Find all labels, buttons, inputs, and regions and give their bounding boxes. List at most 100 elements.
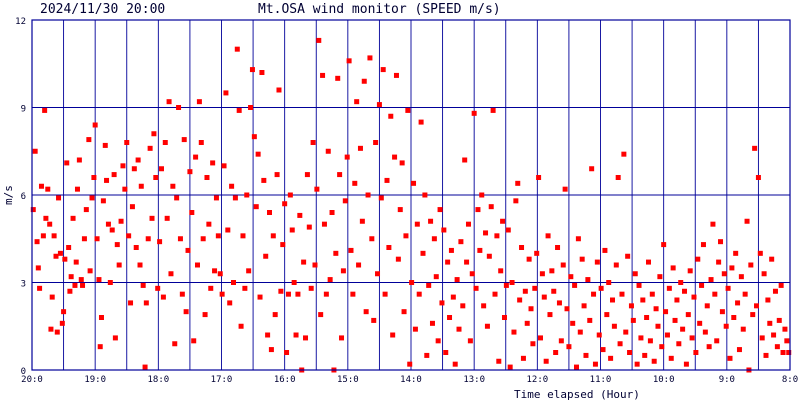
data-point bbox=[202, 312, 208, 318]
timestamp-label: 2024/11/30 20:00 bbox=[40, 2, 165, 17]
data-point bbox=[143, 300, 149, 306]
data-point bbox=[206, 221, 212, 227]
data-point bbox=[420, 250, 426, 256]
data-point bbox=[537, 335, 543, 341]
data-point bbox=[481, 303, 487, 309]
data-point bbox=[547, 312, 553, 318]
data-point bbox=[259, 70, 265, 75]
data-point bbox=[66, 245, 72, 250]
y-tick-label: 0 bbox=[21, 367, 26, 377]
data-point bbox=[659, 344, 665, 350]
data-point bbox=[568, 274, 574, 280]
data-point bbox=[555, 245, 561, 250]
data-point bbox=[424, 352, 430, 358]
data-point bbox=[149, 215, 155, 221]
data-point bbox=[736, 347, 742, 353]
data-point bbox=[477, 247, 483, 253]
data-point bbox=[778, 282, 784, 288]
data-point bbox=[329, 210, 335, 215]
data-point bbox=[373, 140, 379, 145]
data-point bbox=[520, 355, 526, 361]
x-tick-label: 19:0 bbox=[84, 375, 106, 385]
data-point bbox=[611, 323, 617, 329]
data-point bbox=[268, 347, 274, 353]
data-point bbox=[710, 221, 716, 227]
data-point bbox=[280, 242, 286, 248]
data-point bbox=[672, 317, 678, 323]
data-point bbox=[145, 236, 151, 242]
data-point bbox=[437, 207, 443, 213]
data-point bbox=[716, 259, 722, 265]
data-point bbox=[399, 160, 405, 166]
data-point bbox=[81, 236, 87, 242]
data-point bbox=[411, 180, 417, 186]
data-point bbox=[316, 37, 322, 43]
data-point bbox=[566, 344, 572, 350]
data-point bbox=[56, 195, 62, 201]
data-point bbox=[719, 309, 725, 315]
data-point bbox=[539, 271, 545, 277]
x-tick-label: 15:0 bbox=[337, 375, 359, 385]
data-point bbox=[664, 332, 670, 338]
data-point bbox=[390, 332, 396, 338]
data-point bbox=[632, 271, 638, 277]
data-point bbox=[111, 172, 117, 178]
data-point bbox=[543, 358, 549, 364]
data-point bbox=[729, 265, 735, 271]
y-tick-label: 9 bbox=[21, 105, 26, 115]
data-point bbox=[219, 291, 225, 297]
data-point bbox=[782, 326, 788, 332]
data-point bbox=[498, 268, 504, 274]
data-point bbox=[380, 67, 386, 73]
data-point bbox=[395, 256, 401, 262]
data-point bbox=[714, 338, 720, 344]
data-point bbox=[541, 294, 547, 300]
data-point bbox=[740, 326, 746, 332]
data-point bbox=[356, 262, 362, 268]
data-point bbox=[217, 271, 223, 277]
data-point bbox=[232, 195, 238, 201]
data-point bbox=[340, 268, 346, 274]
data-point bbox=[509, 280, 515, 285]
data-point bbox=[763, 352, 769, 358]
data-point bbox=[617, 341, 623, 347]
y-axis-label: m/s bbox=[2, 185, 15, 205]
data-point bbox=[573, 364, 579, 370]
data-point bbox=[651, 358, 657, 364]
plot-frame bbox=[31, 19, 791, 371]
data-point bbox=[76, 157, 82, 163]
data-point bbox=[577, 329, 583, 335]
data-point bbox=[526, 256, 532, 262]
data-point bbox=[685, 312, 691, 318]
data-point bbox=[771, 332, 777, 338]
data-point bbox=[120, 163, 126, 169]
data-point bbox=[496, 358, 502, 364]
data-point bbox=[403, 233, 409, 239]
data-point bbox=[655, 323, 661, 329]
data-point bbox=[375, 271, 381, 277]
y-tick-label: 3 bbox=[21, 280, 26, 290]
data-point bbox=[86, 137, 92, 143]
data-point bbox=[668, 355, 674, 361]
data-point bbox=[361, 78, 367, 84]
data-point bbox=[464, 259, 470, 265]
data-point bbox=[545, 233, 551, 239]
data-point bbox=[183, 309, 189, 315]
data-point bbox=[414, 221, 420, 227]
y-tick-label: 6 bbox=[21, 192, 26, 202]
data-point bbox=[640, 297, 646, 303]
data-point bbox=[494, 233, 500, 239]
data-point bbox=[261, 177, 267, 183]
data-point bbox=[265, 332, 271, 338]
data-point bbox=[628, 303, 634, 309]
data-point bbox=[674, 297, 680, 303]
data-point bbox=[174, 195, 180, 201]
data-point bbox=[602, 247, 608, 253]
data-point bbox=[323, 291, 329, 297]
data-point bbox=[89, 195, 95, 201]
data-point bbox=[638, 335, 644, 341]
data-point bbox=[308, 285, 314, 291]
data-point bbox=[359, 218, 365, 224]
data-point bbox=[646, 259, 652, 265]
